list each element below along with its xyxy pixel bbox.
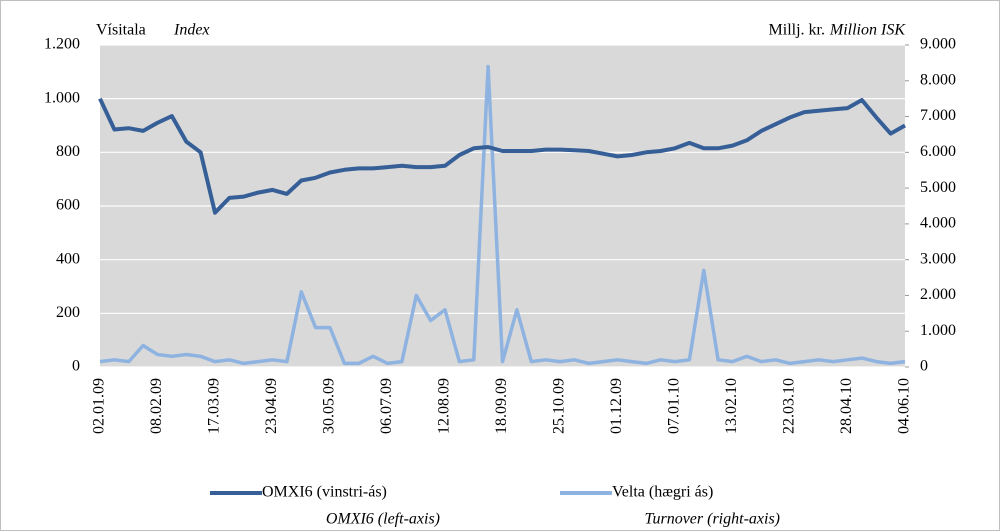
x-tick-label: 07.01.10 <box>666 378 683 434</box>
y-tick-label: 800 <box>56 143 80 160</box>
y-title: Vísitala <box>96 22 146 39</box>
y-tick-label: 1.200 <box>44 36 80 53</box>
legend-label: OMXI6 (vinstri-ás) <box>262 484 387 501</box>
y2-tick-label: 1.000 <box>920 322 956 339</box>
y2-tick-label: 0 <box>920 358 928 375</box>
y-tick-label: 200 <box>56 304 80 321</box>
y2-tick-label: 9.000 <box>920 36 956 53</box>
grid <box>100 44 909 368</box>
x-tick-label: 12.08.09 <box>436 378 453 434</box>
y2-tick-label: 8.000 <box>920 71 956 88</box>
x-tick-label: 06.07.09 <box>378 378 395 434</box>
legend-label-en: Turnover (right-axis) <box>644 511 780 528</box>
y-tick-label: 1.000 <box>44 89 80 106</box>
y2-title-en: Million ISK <box>829 22 906 39</box>
x-tick-label: 30.05.09 <box>321 378 338 434</box>
x-tick-label: 23.04.09 <box>263 378 280 434</box>
y-tick-label: 400 <box>56 250 80 267</box>
x-tick-label: 22.03.10 <box>781 378 798 434</box>
x-tick-label: 04.06.10 <box>896 378 913 434</box>
x-tick-label: 01.12.09 <box>608 378 625 434</box>
x-tick-label: 13.02.10 <box>723 378 740 434</box>
x-tick-label: 08.02.09 <box>148 378 165 434</box>
x-tick-label: 28.04.10 <box>838 378 855 434</box>
y2-tick-label: 3.000 <box>920 250 956 267</box>
series-line <box>98 97 906 215</box>
y-title-en: Index <box>173 22 210 39</box>
x-tick-label: 17.03.09 <box>206 378 223 434</box>
x-tick-label: 25.10.09 <box>551 378 568 434</box>
y-tick-label: 0 <box>72 358 80 375</box>
y-tick-label: 600 <box>56 197 80 214</box>
legend-label: Velta (hægri ás) <box>612 484 713 501</box>
series-line <box>99 64 906 366</box>
x-tick-label: 02.01.09 <box>91 378 108 434</box>
y2-tick-label: 5.000 <box>920 179 956 196</box>
y2-tick-label: 4.000 <box>920 215 956 232</box>
y2-tick-label: 7.000 <box>920 107 956 124</box>
legend-label-en: OMXI6 (left-axis) <box>326 511 440 528</box>
y2-tick-label: 6.000 <box>920 143 956 160</box>
y2-tick-label: 2.000 <box>920 286 956 303</box>
labels: 0 200 400 600 800 1.000 1.200 0 1.000 2.000 3.000 4… <box>44 36 956 528</box>
marks <box>98 64 906 366</box>
x-tick-label: 18.09.09 <box>493 378 510 434</box>
y2-title: Millj. kr. <box>769 22 825 39</box>
